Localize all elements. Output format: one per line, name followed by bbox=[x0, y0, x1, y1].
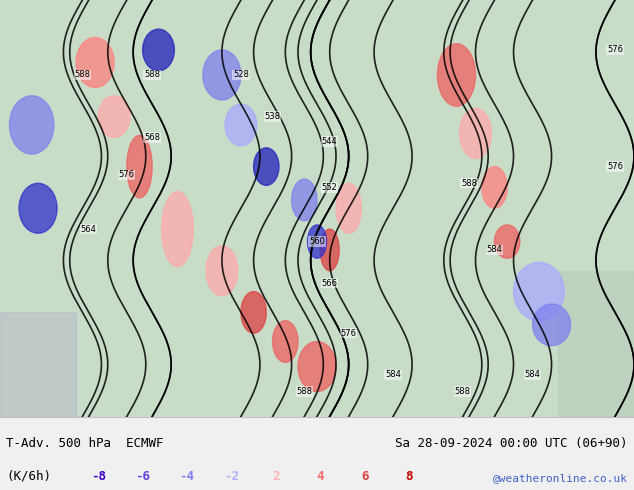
Text: 568: 568 bbox=[144, 133, 160, 142]
Ellipse shape bbox=[336, 183, 361, 233]
Ellipse shape bbox=[437, 44, 476, 106]
Text: 584: 584 bbox=[385, 370, 401, 379]
Text: 564: 564 bbox=[81, 224, 97, 234]
Text: Sa 28-09-2024 00:00 UTC (06+90): Sa 28-09-2024 00:00 UTC (06+90) bbox=[395, 437, 628, 450]
Text: 8: 8 bbox=[405, 469, 413, 483]
Text: 588: 588 bbox=[144, 71, 160, 79]
Text: 584: 584 bbox=[486, 245, 503, 254]
Ellipse shape bbox=[127, 135, 152, 198]
Text: 588: 588 bbox=[296, 387, 313, 396]
Ellipse shape bbox=[273, 321, 298, 363]
Ellipse shape bbox=[254, 148, 279, 185]
Ellipse shape bbox=[307, 225, 327, 258]
Ellipse shape bbox=[495, 225, 520, 258]
Text: 588: 588 bbox=[461, 179, 477, 188]
Text: 4: 4 bbox=[316, 469, 324, 483]
Text: 576: 576 bbox=[607, 162, 623, 171]
Text: -8: -8 bbox=[91, 469, 106, 483]
Text: @weatheronline.co.uk: @weatheronline.co.uk bbox=[493, 473, 628, 483]
Ellipse shape bbox=[514, 263, 564, 321]
Text: 528: 528 bbox=[233, 71, 249, 79]
Bar bbox=[0, 313, 76, 416]
Ellipse shape bbox=[143, 29, 174, 71]
Text: (K/6h): (K/6h) bbox=[6, 469, 51, 483]
Ellipse shape bbox=[225, 104, 257, 146]
Ellipse shape bbox=[241, 292, 266, 333]
Text: 544: 544 bbox=[322, 137, 337, 146]
Text: 552: 552 bbox=[322, 183, 337, 192]
Ellipse shape bbox=[203, 50, 241, 100]
Text: 576: 576 bbox=[119, 171, 135, 179]
Ellipse shape bbox=[162, 192, 193, 267]
Text: 2: 2 bbox=[272, 469, 280, 483]
Text: 576: 576 bbox=[607, 46, 623, 54]
Text: T-Adv. 500 hPa  ECMWF: T-Adv. 500 hPa ECMWF bbox=[6, 437, 164, 450]
Ellipse shape bbox=[292, 179, 317, 220]
Bar bbox=[558, 270, 634, 416]
Text: 6: 6 bbox=[361, 469, 368, 483]
Ellipse shape bbox=[298, 342, 336, 392]
Ellipse shape bbox=[19, 183, 57, 233]
Ellipse shape bbox=[206, 246, 238, 296]
Text: 584: 584 bbox=[524, 370, 541, 379]
Text: 588: 588 bbox=[74, 71, 91, 79]
Ellipse shape bbox=[460, 108, 491, 158]
Ellipse shape bbox=[76, 37, 114, 87]
Ellipse shape bbox=[10, 96, 54, 154]
Text: -4: -4 bbox=[179, 469, 195, 483]
Text: 588: 588 bbox=[455, 387, 471, 396]
Ellipse shape bbox=[533, 304, 571, 346]
Text: 538: 538 bbox=[264, 112, 281, 121]
Text: -2: -2 bbox=[224, 469, 239, 483]
Text: -6: -6 bbox=[135, 469, 150, 483]
Text: 566: 566 bbox=[321, 279, 338, 288]
Ellipse shape bbox=[320, 229, 339, 270]
Ellipse shape bbox=[482, 167, 507, 208]
Text: 560: 560 bbox=[309, 237, 325, 246]
Text: 576: 576 bbox=[340, 329, 357, 338]
Ellipse shape bbox=[98, 96, 130, 138]
